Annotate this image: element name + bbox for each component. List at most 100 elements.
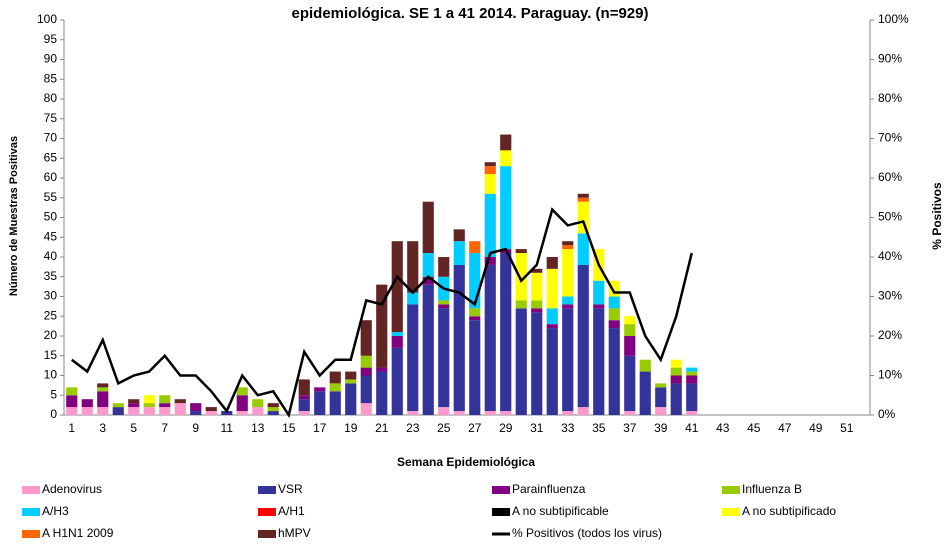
chart-title: epidemiológica. SE 1 a 41 2014. Paraguay…	[292, 5, 649, 22]
bar-segment	[360, 355, 372, 368]
bar-segment	[469, 316, 481, 321]
y-tick-label: 90	[44, 52, 58, 66]
bar-segment	[174, 403, 186, 415]
bar-segment	[531, 300, 543, 309]
bar-segment	[298, 399, 310, 412]
x-tick-label: 9	[192, 421, 199, 435]
bar-segment	[577, 201, 589, 234]
bar-segment	[112, 403, 124, 408]
bar-segment	[66, 407, 78, 415]
bar-segment	[66, 395, 78, 408]
bar-segment	[593, 304, 605, 309]
bar-segment	[639, 359, 651, 372]
bar-segment	[484, 264, 496, 412]
bar-segment	[562, 245, 574, 250]
legend-label: A no subtipificable	[512, 504, 609, 518]
legend-label: A/H1	[278, 504, 305, 518]
bar-segment	[686, 367, 698, 372]
y-tick-label: 15	[44, 348, 58, 362]
y2-tick-label: 60%	[878, 170, 902, 184]
bar-segment	[329, 371, 341, 384]
y-tick-label: 50	[44, 210, 58, 224]
y2-tick-label: 100%	[878, 12, 909, 26]
bar-segment	[345, 379, 357, 384]
y2-tick-label: 30%	[878, 289, 902, 303]
bar-segment	[360, 367, 372, 376]
bar-segment	[252, 399, 264, 408]
bar-segment	[670, 375, 682, 384]
y2-tick-label: 80%	[878, 91, 902, 105]
bar-segment	[531, 308, 543, 313]
bar-segment	[624, 324, 636, 336]
bar-segment	[143, 403, 155, 408]
bar-segment	[608, 328, 620, 415]
bar-segment	[174, 399, 186, 404]
bar-segment	[624, 355, 636, 412]
bar-segment	[655, 387, 667, 408]
bar-segment	[484, 257, 496, 265]
bar-segment	[484, 193, 496, 257]
bar-segment	[469, 320, 481, 415]
y-tick-label: 20	[44, 328, 58, 342]
legend-swatch	[22, 508, 40, 516]
bar-segment	[376, 284, 388, 368]
bar-segment	[128, 399, 140, 404]
legend-swatch	[258, 486, 276, 494]
bar-segment	[562, 241, 574, 246]
x-tick-label: 37	[623, 421, 637, 435]
bar-segment	[267, 407, 279, 412]
y-tick-label: 100	[37, 12, 57, 26]
bar-segment	[686, 375, 698, 384]
x-tick-label: 1	[68, 421, 75, 435]
bar-segment	[376, 371, 388, 415]
y-tick-label: 35	[44, 269, 58, 283]
bar-segment	[484, 411, 496, 415]
legend-label: Influenza B	[742, 482, 802, 496]
y2-tick-label: 90%	[878, 52, 902, 66]
bar-segment	[81, 407, 93, 415]
y-tick-label: 85	[44, 71, 58, 85]
bar-segment	[453, 241, 465, 265]
x-tick-label: 7	[161, 421, 168, 435]
y-tick-label: 65	[44, 150, 58, 164]
x-tick-label: 49	[809, 421, 823, 435]
x-tick-label: 29	[499, 421, 513, 435]
bar-segment	[531, 272, 543, 301]
bar-segment	[422, 253, 434, 277]
bar-segment	[515, 300, 527, 309]
x-tick-label: 13	[251, 421, 265, 435]
bar-segment	[453, 264, 465, 412]
legend-swatch	[722, 486, 740, 494]
bar-segment	[128, 403, 140, 408]
bar-segment	[686, 383, 698, 412]
legend-swatch	[492, 486, 510, 494]
y-tick-label: 30	[44, 289, 58, 303]
x-tick-label: 15	[282, 421, 296, 435]
bar-segment	[624, 411, 636, 415]
bar-segment	[298, 411, 310, 415]
bar-segment	[500, 166, 512, 250]
bar-segment	[484, 162, 496, 167]
x-tick-label: 3	[99, 421, 106, 435]
y-tick-label: 60	[44, 170, 58, 184]
legend-label: Parainfluenza	[512, 482, 586, 496]
bar-segment	[345, 371, 357, 380]
bar-segment	[608, 308, 620, 321]
bar-segment	[500, 253, 512, 412]
bar-segment	[624, 316, 636, 325]
legend-swatch	[22, 530, 40, 538]
x-tick-label: 41	[685, 421, 699, 435]
bar-segment	[515, 308, 527, 415]
legend-label: Adenovirus	[42, 482, 102, 496]
bar-segment	[546, 324, 558, 329]
x-tick-label: 43	[716, 421, 730, 435]
legend-swatch	[492, 508, 510, 516]
bar-segment	[469, 253, 481, 309]
bar-segment	[686, 371, 698, 376]
bar-segment	[562, 304, 574, 309]
bar-segment	[329, 383, 341, 392]
bar-segment	[422, 201, 434, 254]
bar-segment	[236, 395, 248, 412]
bar-segment	[205, 411, 217, 415]
bar-segment	[298, 395, 310, 400]
